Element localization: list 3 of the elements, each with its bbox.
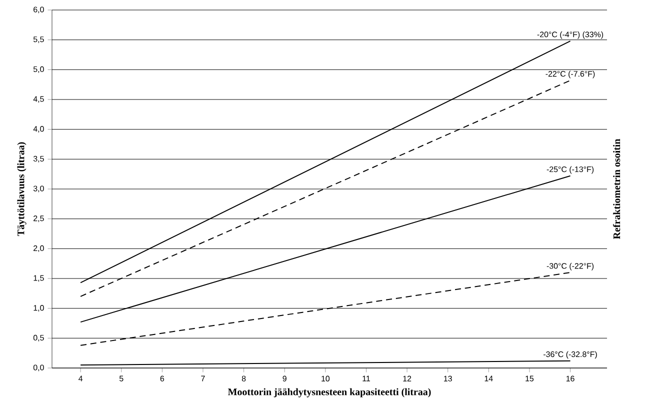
x-axis-title: Moottorin jäähdytysnesteen kapasiteetti (litraa) <box>228 388 431 398</box>
y-axis-title: Täyttötilavuus (litraa) <box>17 142 26 236</box>
y2-axis-title: Refraktiometrin osoitin <box>613 138 620 240</box>
